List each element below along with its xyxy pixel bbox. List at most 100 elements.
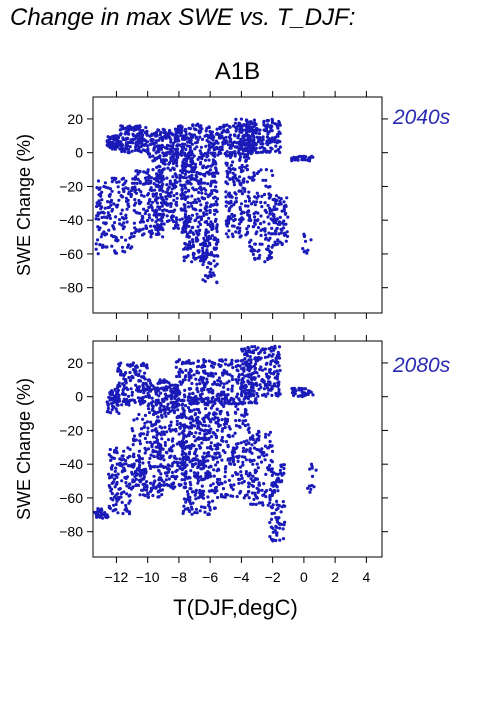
data-point — [207, 158, 211, 162]
data-point — [169, 190, 173, 195]
data-point — [211, 482, 215, 486]
data-point — [203, 402, 207, 406]
data-point — [178, 367, 182, 371]
data-point — [169, 454, 173, 458]
data-point — [188, 146, 192, 150]
data-point — [154, 184, 158, 188]
data-point — [94, 247, 98, 251]
data-point — [152, 182, 156, 186]
data-point — [148, 490, 153, 494]
data-point — [256, 150, 260, 155]
x-tick-label: 0 — [300, 569, 308, 585]
data-point — [190, 226, 194, 230]
data-point — [157, 145, 161, 150]
data-point — [194, 491, 198, 495]
data-point — [172, 155, 176, 159]
data-point — [255, 462, 259, 466]
data-point — [271, 232, 275, 236]
data-point — [146, 426, 150, 430]
data-point — [240, 372, 244, 376]
data-point — [162, 405, 166, 409]
data-point — [207, 148, 211, 152]
data-point — [199, 124, 203, 128]
data-point — [133, 198, 137, 202]
data-point — [215, 446, 219, 450]
data-point — [171, 161, 176, 165]
data-point — [181, 511, 185, 515]
data-point — [125, 144, 129, 148]
data-point — [154, 192, 159, 196]
data-point — [249, 391, 253, 395]
data-point — [273, 122, 277, 126]
data-point — [143, 148, 147, 153]
data-point — [142, 485, 147, 489]
data-point — [163, 440, 167, 445]
data-point — [103, 181, 107, 185]
data-point — [238, 400, 243, 404]
data-point — [184, 368, 188, 372]
data-point — [235, 380, 239, 384]
data-point — [253, 242, 257, 246]
data-point — [138, 369, 142, 373]
data-point — [160, 397, 165, 402]
data-point — [243, 134, 248, 138]
data-point — [185, 144, 189, 148]
data-point — [232, 483, 236, 487]
data-point — [165, 474, 169, 478]
data-point — [189, 469, 193, 473]
data-point — [177, 483, 181, 487]
data-point — [259, 222, 263, 226]
data-point — [224, 395, 228, 399]
data-point — [279, 510, 283, 514]
data-point — [140, 214, 144, 218]
data-point — [137, 449, 141, 453]
data-point — [242, 366, 246, 370]
data-point — [171, 132, 175, 136]
data-point — [223, 362, 228, 366]
data-point — [207, 424, 211, 428]
data-point — [244, 442, 248, 446]
data-point — [188, 495, 192, 499]
data-point — [254, 502, 258, 506]
data-point — [203, 172, 207, 176]
data-point — [193, 207, 197, 211]
data-point — [140, 375, 144, 379]
data-point — [197, 378, 201, 382]
data-point — [309, 462, 314, 466]
data-point — [110, 467, 114, 471]
data-point — [187, 126, 191, 130]
data-point — [153, 479, 157, 483]
data-point — [264, 495, 268, 499]
data-point — [247, 382, 251, 386]
data-point — [121, 454, 125, 458]
data-point — [212, 411, 216, 415]
data-point — [165, 214, 169, 218]
data-point — [121, 187, 125, 191]
data-point — [120, 143, 125, 147]
data-point — [182, 196, 186, 200]
data-point — [105, 400, 109, 404]
data-point — [159, 443, 163, 447]
data-point — [140, 130, 144, 134]
data-point — [177, 139, 181, 143]
data-point — [214, 139, 218, 143]
data-point — [249, 377, 253, 381]
data-point — [262, 450, 266, 455]
data-point — [273, 344, 277, 348]
data-point — [186, 195, 190, 199]
data-point — [208, 508, 212, 512]
data-point — [118, 128, 122, 132]
data-point — [165, 482, 169, 487]
data-point — [211, 203, 215, 207]
data-point — [252, 458, 256, 462]
data-point — [178, 179, 182, 183]
data-point — [258, 501, 262, 505]
data-point — [162, 208, 167, 212]
data-point — [144, 470, 148, 474]
data-point — [150, 218, 154, 222]
data-point — [263, 435, 268, 439]
data-point — [248, 400, 252, 404]
data-point — [177, 372, 181, 376]
data-point — [162, 213, 166, 217]
data-point — [224, 130, 228, 134]
